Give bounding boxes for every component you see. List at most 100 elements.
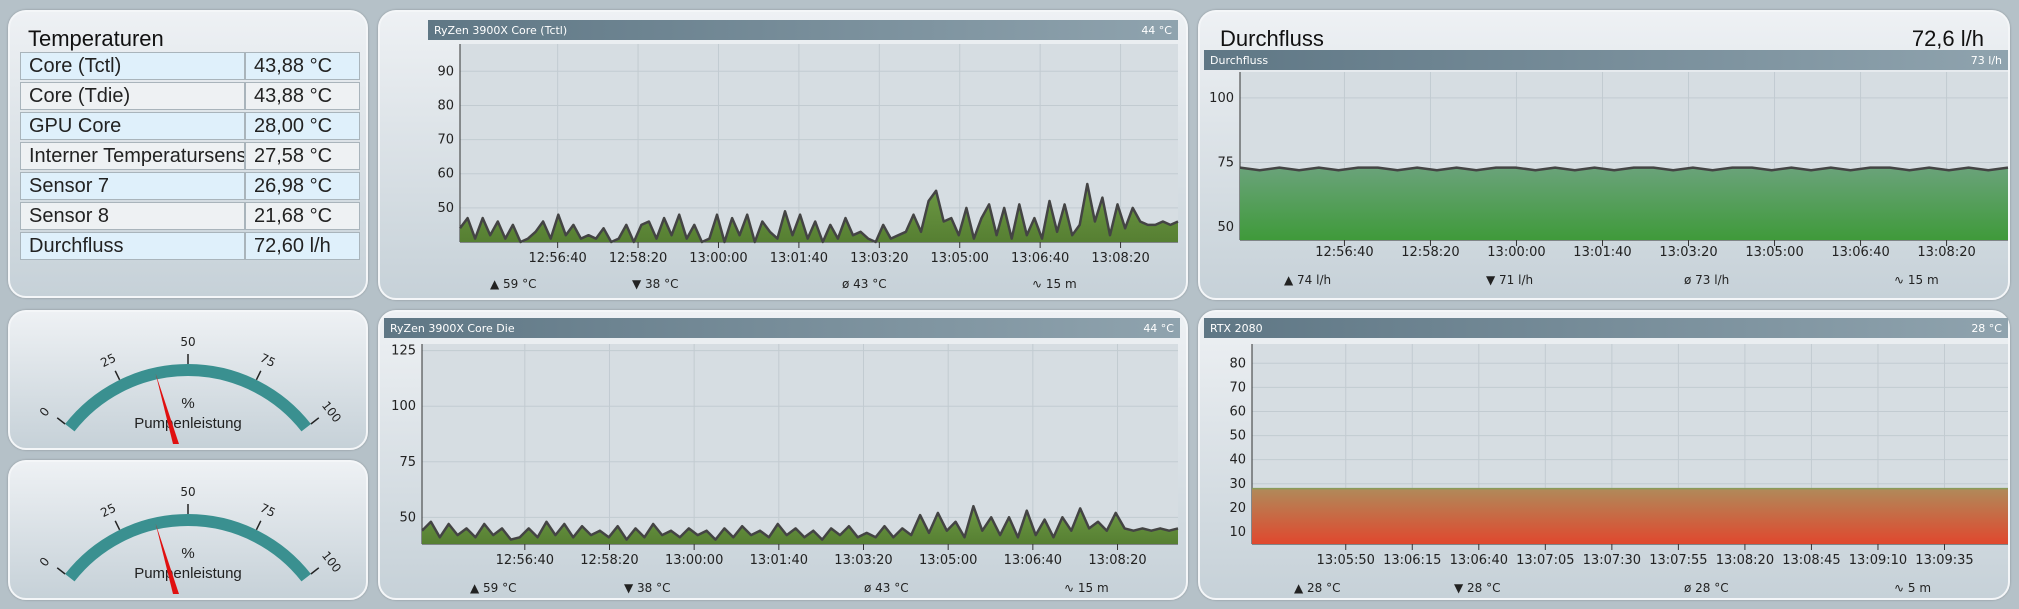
chart-current-value: 73 l/h	[1971, 54, 2002, 67]
x-tick-label: 13:07:30	[1583, 553, 1641, 568]
x-tick-label: 13:00:00	[689, 251, 747, 266]
y-tick-label: 70	[1229, 380, 1246, 395]
sensor-value: 72,60 l/h	[245, 232, 360, 260]
pump-gauge: 0 25 50 75 100% Pumpenleistung	[37, 485, 344, 594]
stat-span: ∿ 15 m	[1032, 277, 1077, 291]
gauge-arc	[65, 364, 311, 432]
x-tick-label: 13:08:20	[1091, 251, 1149, 266]
y-tick-label: 60	[1229, 404, 1246, 419]
x-tick-label: 13:09:35	[1915, 553, 1973, 568]
gauge-tick	[255, 520, 262, 531]
pump-gauge-panel-1: 0 25 50 75 100% Pumpenleistung	[8, 310, 368, 450]
table-row: Core (Tdie) 43,88 °C	[20, 82, 360, 110]
chart-header-bar	[1204, 50, 2008, 70]
x-tick-label: 12:56:40	[528, 251, 586, 266]
y-tick-label: 30	[1229, 477, 1246, 492]
gauge-tick-label: 25	[98, 501, 118, 520]
rtx-chart: RTX 2080 28 °C 10 20 30 40 50 60 70 80 13:05:50 13:…	[1204, 316, 2010, 598]
stat-avg: ø 28 °C	[1684, 581, 1729, 595]
gauge-tick	[310, 567, 320, 575]
gauge-tick-label: 0	[37, 405, 53, 420]
y-tick-label: 70	[437, 133, 454, 148]
chart-title: Durchfluss	[1210, 54, 1268, 67]
sensor-name: Durchfluss	[20, 232, 245, 260]
x-tick-label: 13:08:20	[1917, 245, 1975, 260]
series-area	[422, 506, 1178, 544]
sensor-value: 21,68 °C	[245, 202, 360, 230]
sensor-value: 27,58 °C	[245, 142, 360, 170]
y-tick-label: 80	[1229, 356, 1246, 371]
stat-max: ▲ 74 l/h	[1284, 273, 1331, 287]
x-tick-label: 13:03:20	[834, 553, 892, 568]
gauge-tick-label: 50	[180, 485, 195, 499]
stat-min: ▼ 28 °C	[1454, 581, 1501, 595]
gauge-needle	[155, 373, 179, 444]
tdie-chart-panel: RyZen 3900X Core Die 44 °C 50 75 100 125 12:56…	[378, 310, 1188, 600]
y-tick-label: 50	[1229, 429, 1246, 444]
x-tick-label: 13:05:00	[1745, 245, 1803, 260]
series-line	[458, 182, 1179, 244]
chart-header-bar	[384, 318, 1180, 338]
gauge-tick-label: 75	[258, 501, 278, 520]
stat-min: ▼ 71 l/h	[1486, 273, 1533, 287]
stat-max: ▲ 59 °C	[490, 277, 537, 291]
y-tick-label: 80	[437, 98, 454, 113]
x-tick-label: 13:03:20	[1659, 245, 1717, 260]
pump-gauge-panel-2: 0 25 50 75 100% Pumpenleistung	[8, 460, 368, 600]
table-row: Sensor 8 21,68 °C	[20, 202, 360, 230]
x-tick-label: 12:58:20	[609, 251, 667, 266]
chart-title: RTX 2080	[1210, 322, 1263, 335]
x-tick-label: 12:56:40	[1315, 245, 1373, 260]
gauge-tick	[56, 417, 66, 425]
chart-current-value: 28 °C	[1971, 322, 2002, 335]
stat-span: ∿ 5 m	[1894, 581, 1931, 595]
stat-span: ∿ 15 m	[1894, 273, 1939, 287]
table-row: Interner Temperatursensor 27,58 °C	[20, 142, 360, 170]
sensor-value: 43,88 °C	[245, 52, 360, 80]
table-row: GPU Core 28,00 °C	[20, 112, 360, 140]
chart-header-bar	[428, 20, 1178, 40]
x-tick-label: 12:58:20	[580, 553, 638, 568]
series-area	[1240, 167, 2008, 240]
temperatures-panel: Temperaturen Core (Tctl) 43,88 °C Core (T…	[8, 10, 368, 298]
x-tick-label: 13:06:40	[1011, 251, 1069, 266]
stat-min: ▼ 38 °C	[632, 277, 679, 291]
gauge-label: Pumpenleistung	[134, 415, 242, 432]
y-tick-label: 10	[1229, 525, 1246, 540]
chart-title: RyZen 3900X Core (Tctl)	[434, 24, 567, 37]
stat-max: ▲ 59 °C	[470, 581, 517, 595]
sensor-name: Sensor 8	[20, 202, 245, 230]
x-tick-label: 13:07:55	[1649, 553, 1707, 568]
x-tick-label: 13:06:15	[1383, 553, 1441, 568]
table-row: Durchfluss 72,60 l/h	[20, 232, 360, 260]
stat-min: ▼ 38 °C	[624, 581, 671, 595]
y-tick-label: 50	[399, 510, 416, 525]
rtx-chart-svg: RTX 2080 28 °C 10 20 30 40 50 60 70 80 13:05:50 13:…	[1204, 318, 2008, 595]
sensor-name: Sensor 7	[20, 172, 245, 200]
gauge-tick	[114, 370, 121, 381]
tctl-chart-svg: RyZen 3900X Core (Tctl) 44 °C 50 60 70 80 90 12…	[428, 20, 1179, 291]
flow-chart: Durchfluss 73 l/h 50 75 100 12:56:40 12:58:20 1…	[1204, 50, 2010, 298]
chart-current-value: 44 °C	[1141, 24, 1172, 37]
x-tick-label: 13:09:10	[1849, 553, 1907, 568]
stat-max: ▲ 28 °C	[1294, 581, 1341, 595]
gauge-tick	[255, 370, 262, 381]
y-tick-label: 90	[437, 64, 454, 79]
x-tick-label: 13:05:00	[931, 251, 989, 266]
y-tick-label: 75	[399, 455, 416, 470]
table-row: Sensor 7 26,98 °C	[20, 172, 360, 200]
y-tick-label: 125	[391, 344, 416, 359]
x-tick-label: 13:06:40	[1450, 553, 1508, 568]
gauge-arc	[65, 514, 311, 582]
chart-header-bar	[1204, 318, 2008, 338]
flow-chart-panel: Durchfluss 72,6 l/h Durchfluss 73 l/h 50 75…	[1198, 10, 2010, 300]
plot-area	[422, 344, 1178, 544]
x-tick-label: 13:06:40	[1004, 553, 1062, 568]
temperatures-table: Core (Tctl) 43,88 °C Core (Tdie) 43,88 °C …	[20, 50, 360, 262]
table-row: Core (Tctl) 43,88 °C	[20, 52, 360, 80]
x-tick-label: 13:08:45	[1782, 553, 1840, 568]
y-tick-label: 60	[437, 167, 454, 182]
plot-area	[460, 44, 1178, 242]
gauge-tick-label: 25	[98, 351, 118, 370]
flow-value: 72,6 l/h	[1911, 26, 1984, 51]
